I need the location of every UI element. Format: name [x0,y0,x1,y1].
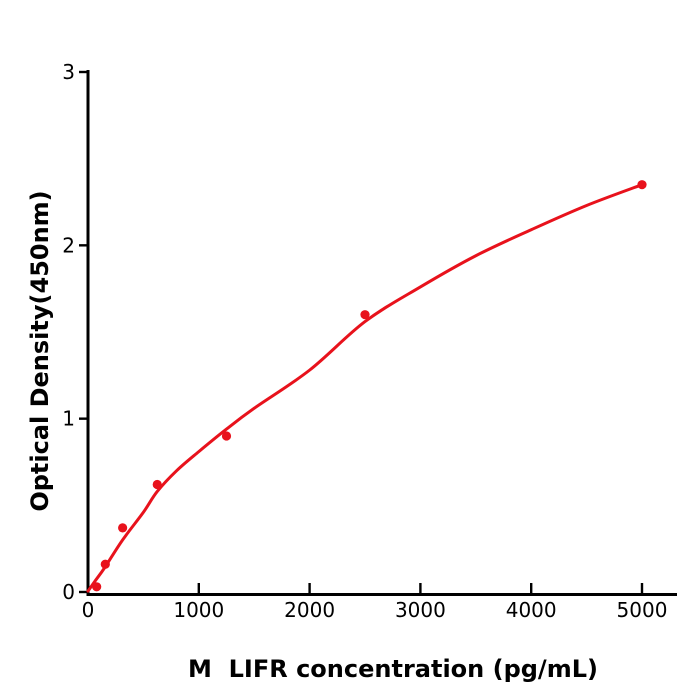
x-axis-title: M LIFR concentration (pg/mL) [188,655,598,683]
data-point [118,523,128,533]
data-point [152,479,162,490]
x-tick-label: 2000 [284,598,335,622]
y-tick-label: 1 [62,407,75,431]
x-tick-label: 3000 [395,598,446,622]
x-tick-label: 0 [82,598,95,622]
data-point [92,582,102,592]
y-tick-label: 2 [62,233,75,257]
x-tick-label: 1000 [173,598,224,622]
data-point [221,431,232,441]
fit-curve [86,183,644,593]
y-axis-title: Optical Density(450nm) [26,190,54,512]
data-point [360,310,370,320]
data-point [637,180,647,190]
y-tick-label: 0 [62,580,75,604]
data-point [100,559,110,569]
x-tick-label: 5000 [617,598,668,622]
x-tick-label: 4000 [506,598,557,622]
y-tick-label: 3 [62,60,75,84]
